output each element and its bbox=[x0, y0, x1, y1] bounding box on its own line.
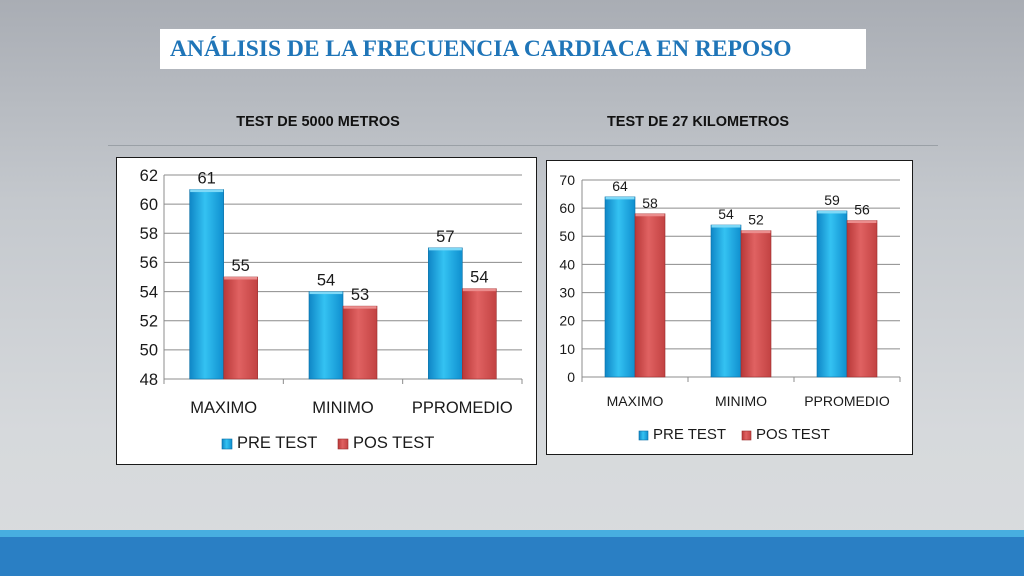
footer-bar bbox=[0, 537, 1024, 576]
bar-pos-test bbox=[462, 288, 497, 380]
y-tick-label: 20 bbox=[559, 313, 575, 329]
left-chart-heading: TEST DE 5000 METROS bbox=[236, 114, 400, 130]
bar-pre-test bbox=[428, 247, 463, 380]
bar-highlight bbox=[190, 189, 224, 193]
y-tick-label: 70 bbox=[559, 172, 575, 188]
bar-pre-test bbox=[710, 224, 742, 378]
x-tick-label: MAXIMO bbox=[190, 399, 257, 417]
y-tick-label: 58 bbox=[140, 225, 158, 243]
data-label: 54 bbox=[317, 272, 335, 290]
y-tick-label: 48 bbox=[140, 371, 158, 389]
x-tick-label: PPROMEDIO bbox=[412, 399, 513, 417]
data-label: 64 bbox=[612, 178, 628, 194]
y-tick-label: 62 bbox=[140, 167, 158, 185]
bar-highlight bbox=[309, 291, 343, 295]
bar-highlight bbox=[343, 306, 377, 309]
heading-divider bbox=[108, 145, 938, 146]
bar-highlight bbox=[428, 247, 462, 251]
x-tick-label: MINIMO bbox=[312, 399, 374, 417]
bar-highlight bbox=[605, 196, 635, 200]
right-chart-heading: TEST DE 27 KILOMETROS bbox=[606, 114, 790, 130]
bar-pre-test bbox=[816, 210, 848, 378]
bar-pos-test bbox=[342, 305, 378, 380]
data-label: 59 bbox=[824, 192, 840, 208]
bar-pre-test bbox=[189, 189, 224, 380]
chart-27km: 0 10 20 30 40 50 60 70 64 58 MAXIMO 54 52 MINIMO 59 56 P… bbox=[546, 160, 913, 455]
legend-label: PRE TEST bbox=[653, 426, 726, 443]
bar-pos-test bbox=[634, 213, 666, 378]
data-label: 54 bbox=[718, 206, 734, 222]
footer-accent-bar bbox=[0, 530, 1024, 537]
bar-highlight bbox=[224, 277, 258, 280]
data-label: 58 bbox=[642, 195, 658, 211]
legend-swatch bbox=[337, 438, 349, 450]
data-label: 54 bbox=[470, 269, 488, 287]
bar-pos-test bbox=[740, 230, 772, 378]
y-tick-label: 40 bbox=[559, 256, 575, 272]
data-label: 56 bbox=[854, 202, 870, 218]
legend-label: PRE TEST bbox=[237, 434, 317, 452]
bar-highlight bbox=[847, 220, 877, 224]
bar-highlight bbox=[462, 288, 496, 292]
y-tick-label: 10 bbox=[559, 341, 575, 357]
bar-highlight bbox=[711, 225, 741, 228]
bar-pre-test bbox=[604, 196, 636, 378]
title-box: ANÁLISIS DE LA FRECUENCIA CARDIACA EN RE… bbox=[160, 29, 866, 69]
data-label: 57 bbox=[436, 228, 454, 246]
y-tick-label: 30 bbox=[559, 284, 575, 300]
bar-pos-test bbox=[846, 220, 878, 378]
legend-swatch bbox=[638, 430, 649, 441]
page-title: ANÁLISIS DE LA FRECUENCIA CARDIACA EN RE… bbox=[170, 35, 792, 62]
bar-pre-test bbox=[308, 291, 344, 380]
bar-highlight bbox=[741, 230, 771, 234]
x-tick-label: MAXIMO bbox=[607, 393, 664, 409]
y-tick-label: 60 bbox=[559, 200, 575, 216]
x-tick-label: PPROMEDIO bbox=[804, 393, 890, 409]
data-label: 55 bbox=[231, 257, 249, 275]
legend-label: POS TEST bbox=[353, 434, 434, 452]
legend-swatch bbox=[741, 430, 752, 441]
y-tick-label: 56 bbox=[140, 254, 158, 272]
data-label: 61 bbox=[197, 170, 215, 188]
y-tick-label: 50 bbox=[559, 228, 575, 244]
y-tick-label: 54 bbox=[140, 283, 158, 301]
y-tick-label: 0 bbox=[567, 369, 575, 385]
chart-5000m: 48 50 52 54 56 58 60 62 61 55 MAXIMO 54 53 MINIMO 57 54… bbox=[116, 157, 537, 465]
bar-highlight bbox=[635, 213, 665, 217]
data-label: 52 bbox=[748, 212, 764, 228]
data-label: 53 bbox=[351, 286, 369, 304]
bar-highlight bbox=[817, 210, 847, 214]
legend-swatch bbox=[221, 438, 233, 450]
x-tick-label: MINIMO bbox=[715, 393, 767, 409]
y-tick-label: 50 bbox=[140, 342, 158, 360]
y-tick-label: 60 bbox=[140, 196, 158, 214]
bar-pos-test bbox=[223, 276, 258, 380]
y-tick-label: 52 bbox=[140, 312, 158, 330]
legend-label: POS TEST bbox=[756, 426, 830, 443]
